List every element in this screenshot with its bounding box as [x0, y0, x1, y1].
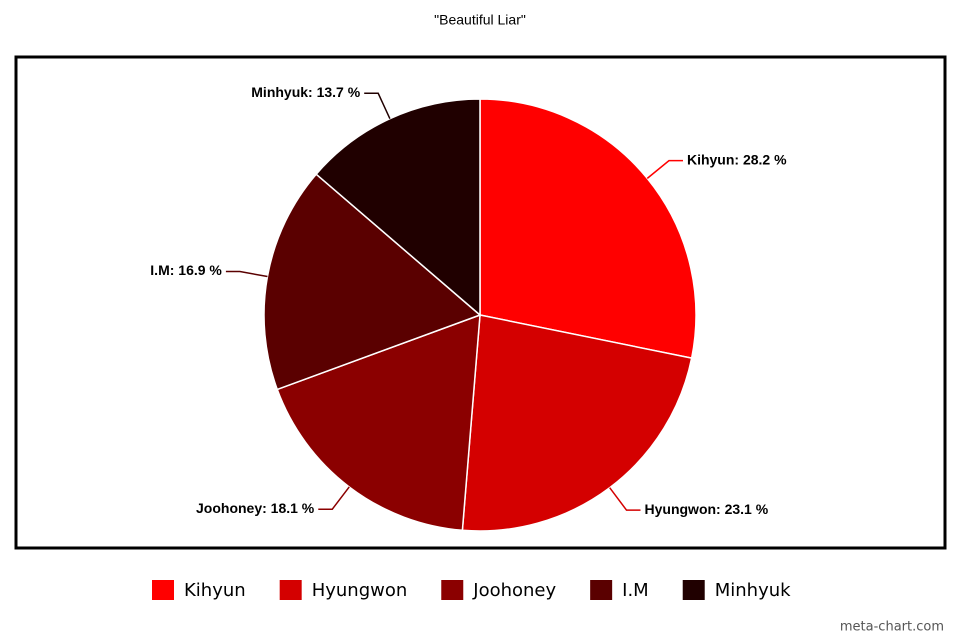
- leader-line: [225, 270, 268, 278]
- leader-line: [364, 92, 391, 120]
- legend-swatch: [279, 580, 302, 600]
- leader-line: [646, 159, 683, 179]
- pie-slice: [263, 173, 482, 391]
- legend-swatch: [441, 580, 464, 600]
- legend-label: I.M: [622, 580, 649, 601]
- data-label: Minhyuk: 13.7 %: [251, 84, 360, 100]
- plot-frame: [14, 55, 947, 550]
- legend-label: Joohoney: [472, 580, 556, 601]
- legend-label: Kihyun: [184, 580, 246, 601]
- pie-slice: [315, 98, 481, 317]
- data-label: Hyungwon: 23.1 %: [645, 501, 769, 517]
- pie-slice: [276, 313, 481, 532]
- legend-label: Minhyuk: [715, 580, 791, 601]
- legend-label: Hyungwon: [312, 580, 408, 601]
- chart-title: "Beautiful Liar": [434, 12, 526, 28]
- data-label: I.M: 16.9 %: [150, 262, 222, 278]
- legend-swatch: [682, 580, 705, 600]
- watermark: meta-chart.com: [840, 620, 944, 635]
- legend-swatch: [590, 580, 613, 600]
- legend-swatch: [152, 580, 174, 600]
- data-label: Kihyun: 28.2 %: [687, 151, 787, 167]
- leader-line: [318, 486, 350, 510]
- data-label: Joohoney: 18.1 %: [196, 500, 315, 516]
- leader-line: [609, 487, 641, 511]
